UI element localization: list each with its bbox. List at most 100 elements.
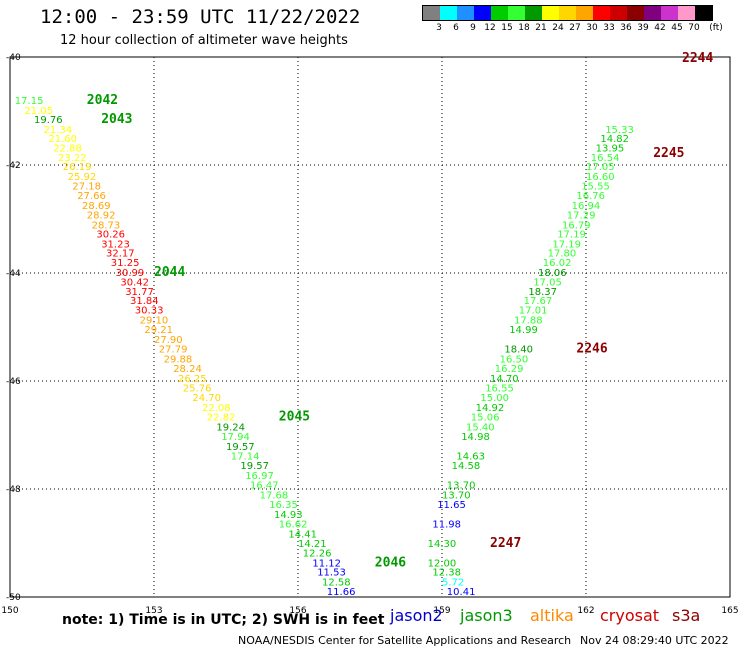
color-legend: 3 6 9 12 15 18 21 24 27 30 33 36 39 42 45 70 (ft) [422, 5, 723, 35]
wave-height-value: 14.58 [452, 461, 481, 472]
wave-height-value: 17.19 [557, 230, 586, 241]
legend-label: 70 [688, 23, 700, 33]
legend-swatch [474, 6, 491, 20]
wave-height-value: 11.12 [312, 558, 341, 569]
wave-height-value: 16.79 [562, 220, 591, 231]
legend-swatch [491, 6, 508, 20]
lat-tick-label: -42 [6, 161, 21, 171]
wave-height-value: 19.57 [240, 461, 269, 472]
wave-height-value: 27.18 [72, 182, 101, 193]
pass-time-label: 2046 [375, 555, 406, 570]
wave-height-value: 21.05 [24, 106, 53, 117]
wave-height-value: 18.40 [504, 345, 533, 356]
pass-time-label: 2044 [154, 265, 185, 280]
map-title: 12:00 - 23:59 UTC 11/22/2022 [40, 6, 361, 28]
mission-jason2: jason2 [390, 606, 443, 625]
map-subtitle: 12 hour collection of altimeter wave hei… [60, 33, 348, 48]
wave-height-value: 31.84 [130, 296, 159, 307]
wave-height-value: 15.55 [581, 182, 610, 193]
legend-label: 30 [586, 23, 598, 33]
wave-height-value: 17.94 [221, 432, 250, 443]
wave-height-value: 17.19 [552, 239, 581, 250]
map-border [9, 56, 731, 598]
note-text: note: 1) Time is in UTC; 2) SWH is in fe… [62, 612, 385, 628]
wave-height-value: 11.66 [327, 587, 356, 598]
legend-swatch [610, 6, 627, 20]
lat-tick-label: -48 [6, 485, 21, 495]
wave-height-value: 14.99 [509, 325, 538, 336]
wave-height-value: 14.98 [461, 432, 490, 443]
legend-swatch [559, 6, 576, 20]
wave-height-value: 5.72 [442, 577, 464, 588]
legend-label: 42 [654, 23, 666, 33]
wave-height-value: 19.24 [216, 422, 245, 433]
wave-height-value: 27.79 [159, 345, 188, 356]
legend-swatch [661, 6, 678, 20]
legend-swatch [678, 6, 695, 20]
legend-label: 3 [436, 23, 442, 33]
legend-label: 9 [470, 23, 476, 33]
wave-height-value: 19.57 [226, 442, 255, 453]
legend-label: 15 [501, 23, 513, 33]
wave-height-value: 14.21 [298, 539, 327, 550]
wave-height-value: 30.42 [120, 278, 149, 289]
wave-height-value: 26.25 [178, 374, 207, 385]
lat-tick-label: -44 [6, 269, 21, 279]
legend-label: 45 [671, 23, 683, 33]
wave-height-value: 28.24 [173, 364, 202, 375]
credit-text: NOAA/NESDIS Center for Satellite Applica… [238, 634, 572, 647]
wave-height-value: 18.37 [528, 287, 557, 298]
wave-height-value: 14.41 [288, 529, 317, 540]
pass-time-label: 2245 [653, 146, 684, 161]
wave-height-value: 28.73 [92, 220, 121, 231]
wave-height-value: 15.06 [471, 413, 500, 424]
legend-label: 21 [535, 23, 547, 33]
wave-height-value: 11.65 [437, 500, 466, 511]
mission-s3a: s3a [672, 606, 701, 625]
legend-swatches [422, 5, 713, 21]
wave-height-value: 17.67 [524, 296, 553, 307]
wave-height-value: 17.15 [15, 96, 44, 107]
wave-height-value: 28.92 [87, 211, 116, 222]
wave-height-value: 17.01 [519, 306, 548, 317]
legend-label: 39 [637, 23, 649, 33]
wave-height-value: 17.80 [548, 248, 577, 259]
wave-height-value: 22.08 [202, 403, 231, 414]
wave-height-value: 27.66 [77, 191, 106, 202]
wave-height-value: 12.58 [322, 577, 351, 588]
legend-swatch [576, 6, 593, 20]
legend-label: 33 [603, 23, 615, 33]
credit-date: Nov 24 08:29:40 UTC 2022 [580, 634, 729, 647]
wave-height-value: 21.34 [44, 125, 73, 136]
legend-swatch [644, 6, 661, 20]
wave-height-value: 15.33 [605, 125, 634, 136]
wave-height-value: 32.17 [106, 248, 135, 259]
pass-time-label: 2043 [101, 112, 132, 127]
legend-label: 27 [569, 23, 581, 33]
lon-tick-label: 165 [721, 606, 738, 616]
wave-height-value: 25.92 [68, 172, 97, 183]
wave-height-value: 15.40 [466, 422, 495, 433]
wave-height-value: 16.29 [495, 364, 524, 375]
wave-height-value: 13.95 [596, 144, 625, 155]
wave-height-value: 12.26 [303, 549, 332, 560]
wave-height-value: 16.76 [576, 191, 605, 202]
lon-tick-label: 150 [1, 606, 18, 616]
wave-height-value: 14.30 [428, 539, 457, 550]
legend-swatch [457, 6, 474, 20]
legend-swatch [695, 6, 712, 20]
mission-jason3: jason3 [460, 606, 513, 625]
wave-height-value: 10.41 [447, 587, 476, 598]
wave-height-value: 29.10 [140, 315, 169, 326]
wave-height-value: 17.88 [514, 315, 543, 326]
wave-height-value: 14.92 [476, 403, 505, 414]
wave-height-value: 12.00 [428, 558, 457, 569]
wave-height-value: 16.55 [485, 383, 514, 394]
wave-height-value: 14.70 [490, 374, 519, 385]
wave-height-value: 12.38 [432, 568, 461, 579]
wave-height-value: 19.76 [34, 115, 63, 126]
wave-height-value: 28.69 [82, 201, 111, 212]
wave-height-value: 13.70 [442, 490, 471, 501]
lat-tick-label: -40 [6, 53, 21, 63]
